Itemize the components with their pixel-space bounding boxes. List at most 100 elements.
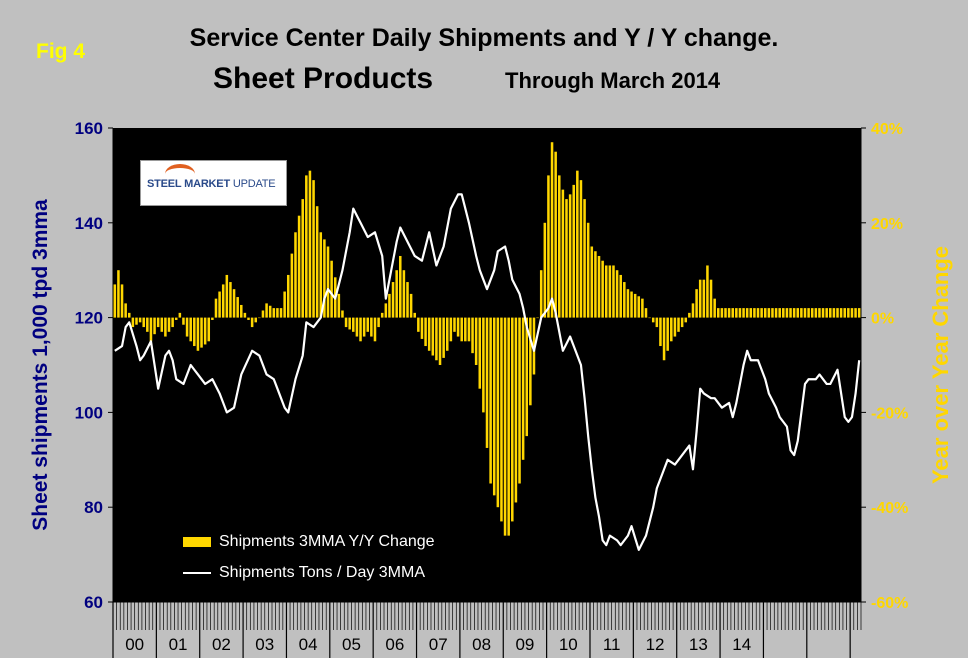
yoy-bar	[406, 282, 409, 318]
left-tick-label: 60	[84, 593, 103, 612]
yoy-bar	[590, 246, 594, 318]
yoy-bar	[680, 317, 684, 328]
yoy-bar	[160, 317, 164, 332]
yoy-bar	[178, 312, 182, 318]
yoy-bar	[818, 308, 821, 318]
yoy-bar	[250, 317, 254, 328]
yoy-bar	[684, 317, 688, 323]
logo-swoosh-icon	[165, 164, 195, 184]
yoy-bar	[312, 180, 315, 318]
figure-label: Fig 4	[36, 40, 86, 63]
yoy-bar	[171, 317, 174, 328]
yoy-bar	[399, 255, 402, 318]
yoy-bar	[460, 317, 463, 342]
x-year-label: 05	[342, 635, 361, 654]
yoy-bar	[825, 308, 828, 318]
x-year-label: 09	[515, 635, 534, 654]
yoy-bar	[514, 317, 518, 503]
yoy-bar	[659, 317, 662, 347]
yoy-bar	[803, 308, 807, 318]
right-tick-label: 0%	[871, 311, 894, 328]
yoy-bar	[731, 308, 734, 318]
yoy-bar	[308, 170, 312, 318]
yoy-bar	[727, 308, 731, 318]
yoy-bar	[651, 317, 655, 323]
yoy-bar	[648, 317, 651, 319]
yoy-bar	[149, 317, 153, 342]
yoy-bar	[232, 289, 236, 318]
left-axis-title: Sheet shipments 1,000 tpd 3mma	[29, 199, 52, 531]
yoy-bar	[319, 232, 323, 318]
yoy-bar	[709, 279, 713, 318]
yoy-bar	[424, 317, 427, 347]
yoy-bar	[221, 284, 225, 318]
yoy-bar	[193, 317, 196, 347]
left-tick-label: 140	[75, 214, 103, 233]
yoy-bar	[489, 317, 492, 484]
yoy-bar	[236, 297, 239, 318]
yoy-bar	[561, 189, 565, 318]
legend-item-shipments: Shipments Tons / Day 3MMA	[183, 564, 425, 582]
yoy-bar	[518, 317, 521, 484]
yoy-bar	[810, 308, 814, 318]
x-year-label: 11	[603, 635, 621, 654]
yoy-bar	[427, 317, 431, 351]
yoy-bar	[839, 308, 843, 318]
yoy-bar	[225, 274, 229, 318]
yoy-bar	[174, 317, 178, 320]
yoy-bar	[286, 274, 290, 318]
x-year-label: 03	[255, 635, 274, 654]
chart-legend: Shipments 3MMA Y/Y Change Shipments Tons…	[163, 526, 489, 588]
steel-market-update-logo: STEEL MARKET UPDATE	[140, 160, 287, 206]
yoy-bar	[637, 296, 641, 318]
yoy-bar	[576, 170, 579, 318]
yoy-bar	[854, 308, 857, 318]
x-year-label: 06	[385, 635, 404, 654]
yoy-bar	[717, 308, 720, 318]
yoy-bar	[449, 317, 453, 342]
yoy-bar	[283, 291, 286, 318]
yoy-bar	[203, 317, 207, 345]
yoy-bar	[218, 291, 221, 318]
yoy-bar	[265, 303, 268, 318]
yoy-bar	[666, 317, 669, 351]
yoy-bar	[756, 308, 760, 318]
legend-label-yoy: Shipments 3MMA Y/Y Change	[219, 533, 435, 550]
yoy-bar	[601, 260, 604, 318]
yoy-bar	[442, 317, 445, 358]
yoy-bar	[511, 317, 514, 522]
yoy-bar	[550, 142, 554, 318]
yoy-bar	[836, 308, 839, 318]
yoy-bar	[409, 293, 413, 318]
yoy-bar	[344, 317, 348, 328]
chart-subtitle: Through March 2014	[505, 68, 721, 93]
yoy-bar	[297, 215, 301, 318]
yoy-bar	[789, 308, 792, 318]
yoy-bar	[821, 308, 825, 318]
yoy-bar	[742, 308, 745, 318]
yoy-bar	[586, 222, 590, 318]
yoy-bar	[478, 317, 482, 389]
yoy-bar	[691, 303, 695, 318]
yoy-bar	[128, 312, 131, 318]
x-year-label: 08	[472, 635, 491, 654]
yoy-bar	[272, 308, 276, 318]
yoy-bar	[391, 282, 395, 318]
yoy-bar	[644, 308, 648, 318]
yoy-bar	[337, 293, 341, 318]
yoy-bar	[243, 312, 247, 318]
yoy-bar	[500, 317, 503, 522]
yoy-bar	[453, 317, 456, 332]
yoy-bar	[113, 284, 117, 318]
yoy-bar	[268, 305, 272, 318]
yoy-bar	[276, 308, 279, 318]
yoy-bar	[695, 289, 698, 318]
yoy-bar	[753, 308, 756, 318]
yoy-bar	[843, 308, 846, 318]
yoy-bar	[417, 317, 420, 332]
yoy-bar	[117, 270, 120, 318]
yoy-bar	[814, 308, 818, 318]
yoy-bar	[572, 184, 575, 318]
yoy-bar	[698, 279, 702, 318]
